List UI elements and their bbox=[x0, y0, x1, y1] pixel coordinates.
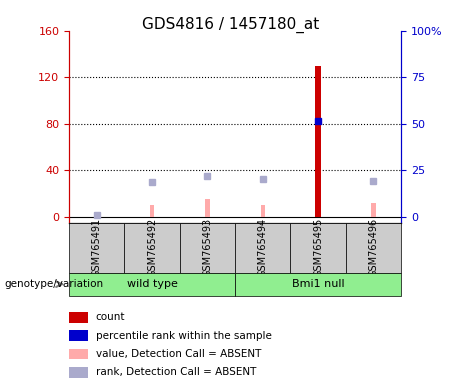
Bar bbox=[205, 199, 210, 217]
Bar bbox=[371, 203, 376, 217]
Bar bbox=[69, 349, 88, 359]
Text: GSM765491: GSM765491 bbox=[92, 218, 102, 277]
Bar bbox=[69, 312, 88, 323]
Text: GSM765493: GSM765493 bbox=[202, 218, 213, 277]
Text: GSM765495: GSM765495 bbox=[313, 218, 323, 277]
Text: value, Detection Call = ABSENT: value, Detection Call = ABSENT bbox=[95, 349, 261, 359]
FancyBboxPatch shape bbox=[235, 223, 290, 273]
Text: genotype/variation: genotype/variation bbox=[5, 279, 104, 289]
Text: count: count bbox=[95, 312, 125, 322]
Bar bbox=[260, 205, 265, 217]
FancyBboxPatch shape bbox=[180, 223, 235, 273]
Bar bbox=[69, 367, 88, 378]
FancyBboxPatch shape bbox=[124, 223, 180, 273]
Text: rank, Detection Call = ABSENT: rank, Detection Call = ABSENT bbox=[95, 367, 256, 377]
Bar bbox=[315, 66, 321, 217]
Text: wild type: wild type bbox=[127, 279, 177, 289]
FancyBboxPatch shape bbox=[69, 273, 235, 296]
FancyBboxPatch shape bbox=[290, 223, 346, 273]
Text: GSM765492: GSM765492 bbox=[147, 218, 157, 277]
FancyBboxPatch shape bbox=[235, 273, 401, 296]
Text: Bmi1 null: Bmi1 null bbox=[292, 279, 344, 289]
Text: GSM765494: GSM765494 bbox=[258, 218, 268, 277]
FancyBboxPatch shape bbox=[346, 223, 401, 273]
Text: GSM765496: GSM765496 bbox=[368, 218, 378, 277]
Bar bbox=[69, 330, 88, 341]
Text: GDS4816 / 1457180_at: GDS4816 / 1457180_at bbox=[142, 17, 319, 33]
FancyBboxPatch shape bbox=[69, 223, 124, 273]
Bar bbox=[150, 205, 154, 217]
Text: percentile rank within the sample: percentile rank within the sample bbox=[95, 331, 272, 341]
